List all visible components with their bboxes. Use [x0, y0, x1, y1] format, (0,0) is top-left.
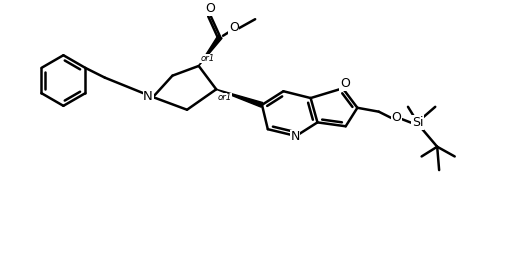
Text: O: O	[392, 111, 401, 124]
Text: O: O	[229, 21, 239, 35]
Text: or1: or1	[200, 54, 215, 63]
Text: O: O	[206, 2, 215, 15]
Text: or1: or1	[218, 92, 232, 102]
Text: N: N	[143, 90, 153, 103]
Text: N: N	[290, 130, 300, 144]
Polygon shape	[199, 35, 222, 66]
Text: O: O	[340, 77, 350, 90]
Text: Si: Si	[412, 116, 423, 129]
Polygon shape	[216, 89, 263, 107]
